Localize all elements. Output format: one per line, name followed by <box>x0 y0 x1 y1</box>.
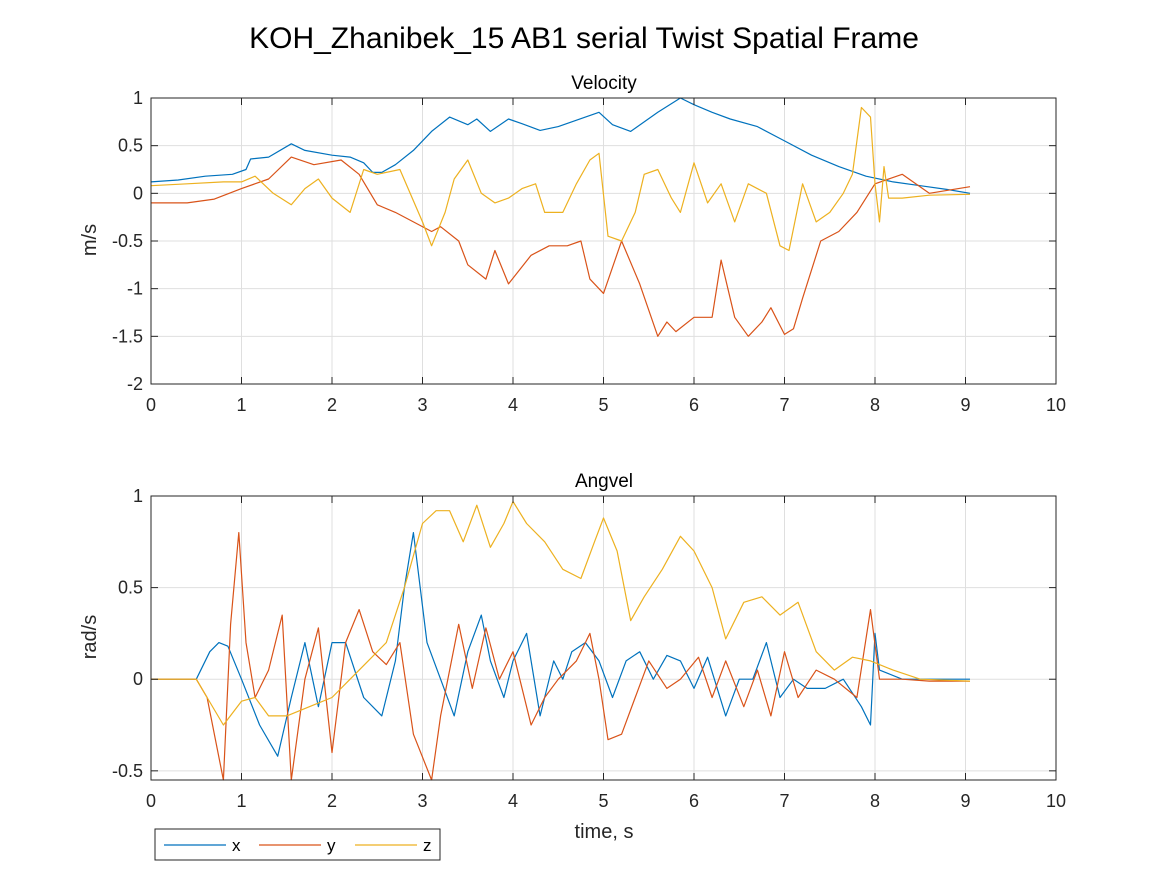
velocity-x-tick-label: 8 <box>870 395 880 415</box>
angvel-x-tick-label: 8 <box>870 791 880 811</box>
velocity-y-tick-label: 1 <box>133 88 143 108</box>
velocity-x-tick-label: 0 <box>146 395 156 415</box>
angvel-axes: Angvel rad/s time, s 0 1 2 3 4 5 6 7 8 9 10-0.500.… <box>79 471 1066 843</box>
angvel-y-tick-label: -0.5 <box>112 761 143 781</box>
velocity-axes: Velocity m/s 0 1 2 3 4 5 6 7 8 9 10 -2 -1.5 -1 -0.5 0 0.… <box>79 73 1066 415</box>
angvel-y-tick-label: 0.5 <box>118 578 143 598</box>
velocity-y-tick-label: 0 <box>133 183 143 203</box>
velocity-series-z <box>150 106 971 252</box>
angvel-x-tick-label: 2 <box>327 791 337 811</box>
angvel-axes-title: Angvel <box>575 471 633 492</box>
angvel-series-z <box>151 500 971 726</box>
velocity-x-tick-label: 9 <box>960 395 970 415</box>
figure-title: KOH_Zhanibek_15 AB1 serial Twist Spatial… <box>249 22 919 55</box>
legend-label-y: y <box>327 836 336 855</box>
velocity-y-tick-label: -0.5 <box>112 231 143 251</box>
velocity-series-x <box>150 97 971 194</box>
angvel-x-tick-label: 3 <box>417 791 427 811</box>
velocity-x-tick-label: 10 <box>1046 395 1066 415</box>
angvel-x-axis-label: time, s <box>575 821 634 843</box>
velocity-y-tick-label: -1 <box>127 279 143 299</box>
velocity-y-tick-label: -2 <box>127 374 143 394</box>
legend-label-x: x <box>232 836 241 855</box>
legend: x y z <box>154 828 441 861</box>
velocity-y-axis-label: m/s <box>79 224 101 256</box>
velocity-x-tick-label: 4 <box>508 395 518 415</box>
velocity-y-tick-label: -1.5 <box>112 326 143 346</box>
velocity-axes-title: Velocity <box>571 73 637 94</box>
angvel-x-tick-label: 6 <box>689 791 699 811</box>
angvel-x-tick-label: 5 <box>598 791 608 811</box>
legend-label-z: z <box>423 836 432 855</box>
angvel-series-x <box>151 531 970 757</box>
angvel-x-tick-label: 4 <box>508 791 518 811</box>
angvel-x-tick-label: 7 <box>779 791 789 811</box>
velocity-series-y <box>151 156 971 337</box>
angvel-x-tick-label: 9 <box>960 791 970 811</box>
velocity-x-tick-label: 1 <box>236 395 246 415</box>
angvel-y-tick-label: 0 <box>133 669 143 689</box>
angvel-x-tick-label: 10 <box>1046 791 1066 811</box>
velocity-x-tick-label: 3 <box>417 395 427 415</box>
angvel-y-tick-label: 1 <box>133 486 143 506</box>
velocity-y-tick-label: 0.5 <box>118 136 143 156</box>
velocity-x-tick-label: 6 <box>689 395 699 415</box>
angvel-x-tick-label: 1 <box>236 791 246 811</box>
velocity-x-tick-label: 5 <box>598 395 608 415</box>
angvel-x-tick-label: 0 <box>146 791 156 811</box>
velocity-x-tick-label: 7 <box>779 395 789 415</box>
angvel-y-axis-label: rad/s <box>79 615 101 659</box>
velocity-x-tick-label: 2 <box>327 395 337 415</box>
angvel-series-y <box>151 531 970 781</box>
